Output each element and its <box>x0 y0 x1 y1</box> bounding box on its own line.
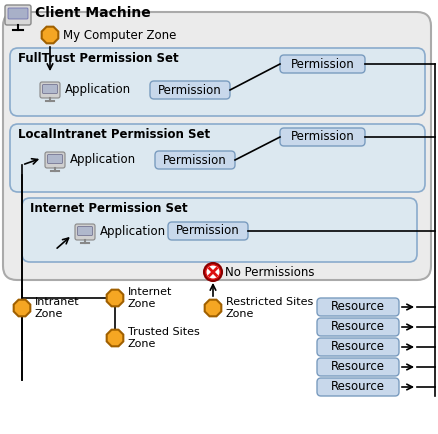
Text: Permission: Permission <box>176 224 239 237</box>
FancyBboxPatch shape <box>279 128 364 146</box>
FancyBboxPatch shape <box>22 198 416 262</box>
Text: Trusted Sites
Zone: Trusted Sites Zone <box>128 327 199 349</box>
Text: FullTrust Permission Set: FullTrust Permission Set <box>18 52 178 65</box>
Text: Application: Application <box>70 154 136 167</box>
FancyBboxPatch shape <box>5 5 31 25</box>
Circle shape <box>204 263 222 281</box>
FancyBboxPatch shape <box>279 55 364 73</box>
Text: Client Machine: Client Machine <box>35 6 150 20</box>
Polygon shape <box>204 300 221 316</box>
Text: Restricted Sites
Zone: Restricted Sites Zone <box>226 297 313 319</box>
FancyBboxPatch shape <box>150 81 230 99</box>
Text: Permission: Permission <box>290 57 353 70</box>
FancyBboxPatch shape <box>40 82 60 98</box>
Polygon shape <box>106 330 123 346</box>
FancyBboxPatch shape <box>316 298 398 316</box>
FancyBboxPatch shape <box>316 378 398 396</box>
FancyBboxPatch shape <box>155 151 234 169</box>
Text: Resource: Resource <box>330 300 384 313</box>
FancyBboxPatch shape <box>316 318 398 336</box>
Text: LocalIntranet Permission Set: LocalIntranet Permission Set <box>18 128 210 141</box>
Text: Resource: Resource <box>330 341 384 354</box>
FancyBboxPatch shape <box>8 8 28 19</box>
Text: My Computer Zone: My Computer Zone <box>63 29 176 42</box>
Text: Application: Application <box>100 226 166 239</box>
Text: Resource: Resource <box>330 381 384 394</box>
Text: Resource: Resource <box>330 320 384 333</box>
Text: Permission: Permission <box>290 131 353 144</box>
FancyBboxPatch shape <box>42 85 57 93</box>
FancyBboxPatch shape <box>316 358 398 376</box>
Text: Permission: Permission <box>163 154 226 167</box>
FancyBboxPatch shape <box>10 124 424 192</box>
FancyBboxPatch shape <box>78 227 92 236</box>
FancyBboxPatch shape <box>10 48 424 116</box>
FancyBboxPatch shape <box>75 224 95 240</box>
FancyBboxPatch shape <box>168 222 247 240</box>
Text: Permission: Permission <box>158 83 221 96</box>
FancyBboxPatch shape <box>3 12 430 280</box>
Text: Resource: Resource <box>330 361 384 374</box>
Polygon shape <box>14 300 30 316</box>
Text: Internet Permission Set: Internet Permission Set <box>30 202 187 215</box>
Text: Application: Application <box>65 83 131 96</box>
Polygon shape <box>42 26 58 43</box>
FancyBboxPatch shape <box>45 152 65 168</box>
Text: No Permissions: No Permissions <box>225 266 314 279</box>
Polygon shape <box>106 289 123 306</box>
FancyBboxPatch shape <box>316 338 398 356</box>
Text: Internet
Zone: Internet Zone <box>128 287 172 309</box>
FancyBboxPatch shape <box>47 155 62 164</box>
Text: Intranet
Zone: Intranet Zone <box>35 297 79 319</box>
Circle shape <box>206 266 219 279</box>
